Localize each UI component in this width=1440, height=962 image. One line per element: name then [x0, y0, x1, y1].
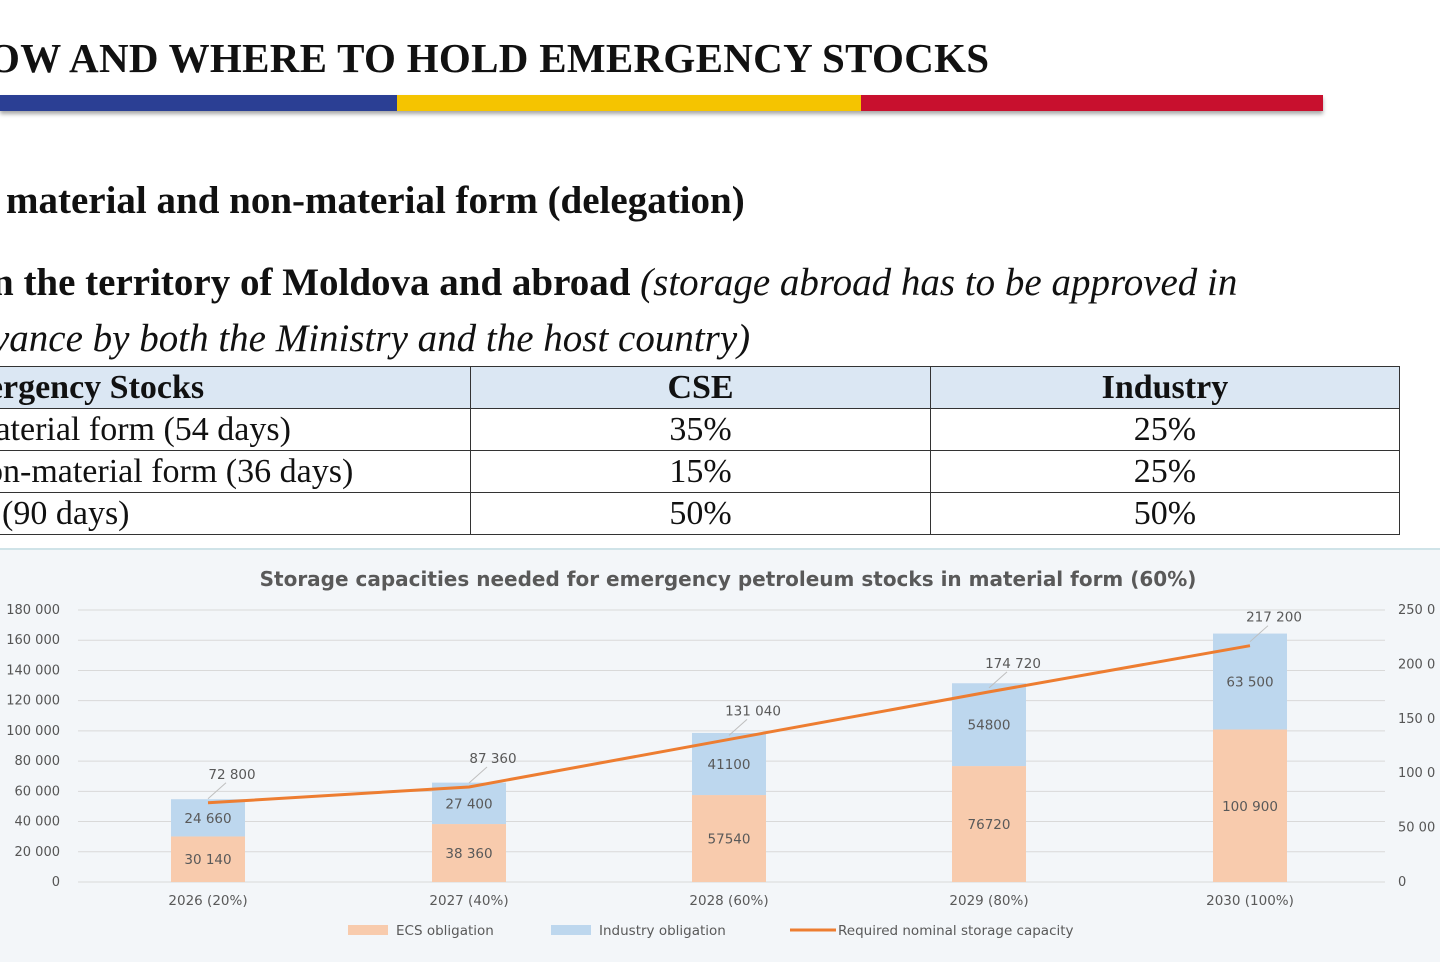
y-left-tick-label: 40 000 [15, 815, 61, 830]
x-tick-label: 2030 (100%) [1206, 893, 1294, 909]
data-label-industry: 63 500 [1226, 675, 1273, 691]
table-cell: al (90 days) [0, 492, 472, 535]
x-tick-label: 2028 (60%) [689, 893, 768, 909]
data-label-required: 72 800 [208, 767, 255, 783]
bullet-territory: n the territory of Moldova and abroad (s… [0, 260, 1237, 305]
bullet-territory-bold: n the territory of Moldova and abroad [0, 261, 631, 304]
y-right-tick-label: 100 0 [1398, 766, 1435, 781]
x-tick-label: 2026 (20%) [168, 893, 247, 909]
y-right-tick-label: 0 [1398, 875, 1406, 890]
legend-label: Required nominal storage capacity [838, 923, 1074, 939]
bar-industry-obligation [171, 799, 245, 837]
x-tick-label: 2029 (80%) [949, 893, 1028, 909]
header-cell: nergency Stocks [0, 366, 472, 409]
bar-ecs-obligation [171, 836, 245, 882]
table-header-row: nergency Stocks CSE Industry [0, 366, 1401, 409]
table-cell: 25% [929, 408, 1401, 451]
y-left-tick-label: 20 000 [15, 845, 61, 860]
header-cell: Industry [929, 366, 1401, 409]
y-left-tick-label: 100 000 [6, 724, 60, 739]
header-cell: CSE [470, 366, 931, 409]
y-left-tick-label: 80 000 [15, 754, 61, 769]
table-row: material form (54 days) 35% 25% [0, 408, 1401, 451]
table-cell: 25% [929, 450, 1401, 493]
bullet-territory-continued: vance by both the Ministry and the host … [0, 317, 751, 360]
bullet-territory-italic: (storage abroad has to be approved in [640, 261, 1238, 304]
data-label-industry: 24 660 [184, 811, 231, 827]
y-left-tick-label: 120 000 [6, 694, 60, 709]
data-label-required: 131 040 [725, 703, 781, 719]
y-right-tick-label: 50 00 [1398, 821, 1435, 836]
label-leader-line [1249, 625, 1269, 643]
bar-ecs-obligation [432, 824, 506, 882]
bullet-forms: material and non-material form (delegati… [6, 179, 745, 222]
y-left-tick-label: 140 000 [6, 663, 60, 678]
data-label-ecs: 57540 [708, 832, 751, 848]
y-left-tick-label: 160 000 [6, 633, 60, 648]
y-left-tick-label: 180 000 [6, 603, 60, 618]
data-label-required: 87 360 [469, 751, 516, 767]
table-cell: 35% [470, 408, 931, 451]
legend-label: Industry obligation [599, 923, 726, 939]
legend-swatch [551, 925, 591, 935]
stripe-yellow [397, 95, 861, 111]
label-leader-line [728, 719, 748, 736]
y-left-tick-label: 0 [52, 875, 60, 890]
data-label-industry: 27 400 [445, 796, 492, 812]
bar-ecs-obligation [952, 766, 1026, 882]
stripe-blue [0, 95, 397, 111]
legend-swatch [348, 925, 388, 935]
label-leader-line [207, 782, 227, 800]
chart-title: Storage capacities needed for emergency … [260, 567, 1197, 591]
y-left-tick-label: 60 000 [15, 784, 61, 799]
data-label-industry: 54800 [968, 718, 1011, 734]
data-label-ecs: 100 900 [1222, 799, 1278, 815]
data-label-required: 217 200 [1246, 610, 1302, 626]
data-label-ecs: 38 360 [445, 846, 492, 862]
slide-title: OW AND WHERE TO HOLD EMERGENCY STOCKS [0, 35, 990, 81]
table-row: non-material form (36 days) 15% 25% [0, 450, 1401, 493]
chart-panel: Storage capacities needed for emergency … [0, 548, 1440, 962]
data-label-ecs: 76720 [968, 817, 1011, 833]
table-cell: 15% [470, 450, 931, 493]
data-label-required: 174 720 [985, 656, 1041, 672]
data-label-ecs: 30 140 [184, 852, 231, 868]
data-label-industry: 41100 [708, 757, 751, 773]
table-cell: 50% [470, 492, 931, 535]
y-right-tick-label: 150 0 [1398, 712, 1435, 727]
x-tick-label: 2027 (40%) [429, 893, 508, 909]
required-capacity-line [207, 644, 1251, 805]
table-cell: non-material form (36 days) [0, 450, 472, 493]
legend-label: ECS obligation [396, 923, 494, 939]
y-right-tick-label: 250 0 [1398, 603, 1435, 618]
bar-ecs-obligation [692, 795, 766, 882]
stripe-red [861, 95, 1323, 111]
label-leader-line [988, 671, 1008, 689]
table-cell: 50% [929, 492, 1401, 535]
stocks-table: nergency Stocks CSE Industry material fo… [0, 366, 1401, 535]
y-right-tick-label: 200 0 [1398, 657, 1435, 672]
label-leader-line [468, 766, 488, 784]
table-row: al (90 days) 50% 50% [0, 492, 1401, 535]
title-color-stripe [0, 95, 1323, 111]
bar-ecs-obligation [1213, 729, 1287, 882]
storage-chart: Storage capacities needed for emergency … [6, 567, 1435, 939]
table-cell: material form (54 days) [0, 408, 472, 451]
